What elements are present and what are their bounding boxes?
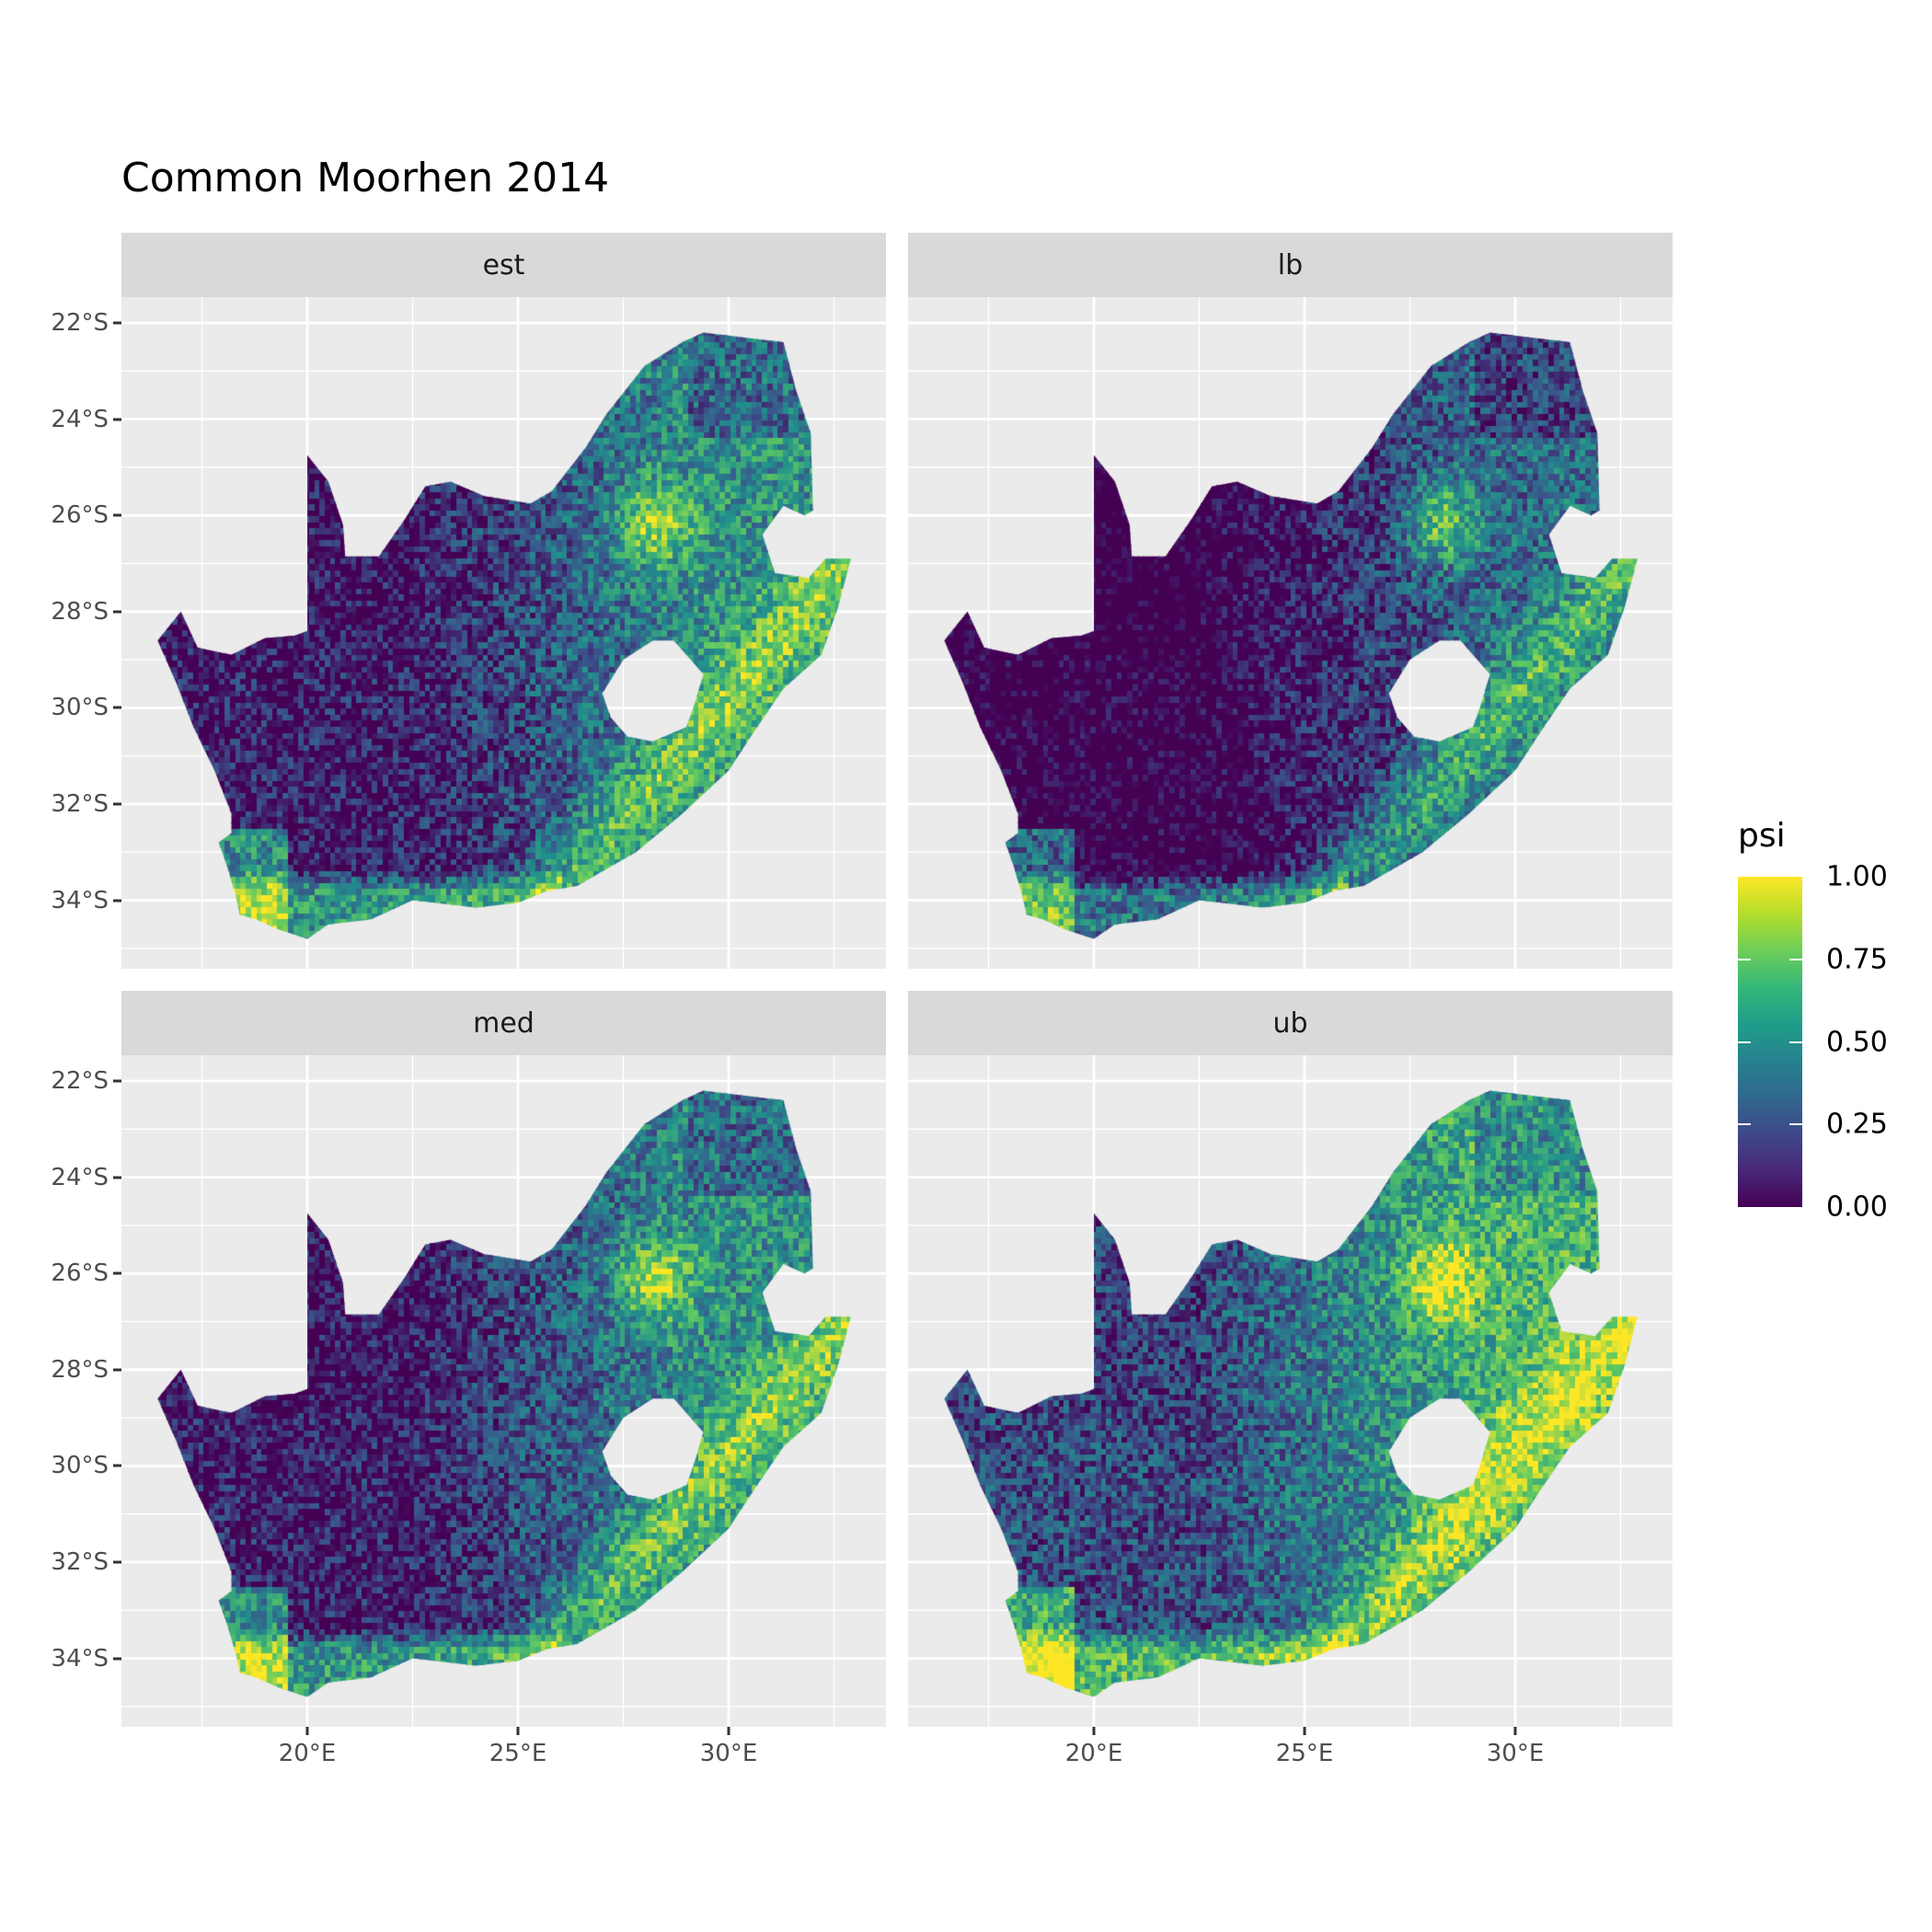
y-tick-label: 34°S [51,886,109,914]
legend-tick-mark [1738,958,1751,960]
facet-strip-lb: lb [908,233,1673,297]
facet-panel-lb [908,297,1673,969]
y-tick-label: 28°S [51,1355,109,1384]
y-tick-label: 32°S [51,790,109,818]
legend-tick-label: 1.00 [1826,860,1888,893]
x-tick-mark [1513,1727,1517,1735]
y-tick-mark [113,899,121,903]
x-tick-mark [1092,1727,1096,1735]
legend-tick-mark [1789,1041,1802,1043]
y-tick-mark [113,418,121,421]
legend-tick-mark [1789,1123,1802,1126]
y-tick-label: 22°S [51,1067,109,1095]
x-tick-label: 30°E [1486,1740,1545,1767]
x-tick-label: 20°E [278,1740,337,1767]
legend-tick-label: 0.75 [1826,943,1888,976]
legend-tick-mark [1738,1123,1751,1126]
y-tick-label: 30°S [51,694,109,722]
y-tick-mark [113,1464,121,1467]
y-tick-mark [113,802,121,806]
x-tick-mark [727,1727,730,1735]
y-tick-mark [113,1176,121,1179]
y-tick-label: 32°S [51,1548,109,1576]
y-tick-label: 26°S [51,1259,109,1288]
facet-strip-ub: ub [908,991,1673,1055]
y-tick-label: 26°S [51,501,109,530]
y-tick-mark [113,1368,121,1372]
occupancy-raster [908,297,1673,969]
occupancy-raster [121,1055,886,1727]
occupancy-raster [908,1055,1673,1727]
y-tick-mark [113,513,121,517]
x-tick-label: 20°E [1064,1740,1123,1767]
legend-title: psi [1738,817,1786,855]
x-tick-label: 25°E [1275,1740,1334,1767]
y-tick-label: 24°S [51,1163,109,1191]
legend-tick-label: 0.50 [1826,1026,1888,1058]
facet-strip-est: est [121,233,886,297]
facet-panel-med [121,1055,886,1727]
plot-title: Common Moorhen 2014 [121,155,610,201]
y-tick-mark [113,610,121,614]
legend-tick-label: 0.25 [1826,1108,1888,1141]
legend-tick-mark [1738,1041,1751,1043]
y-tick-label: 34°S [51,1644,109,1673]
y-tick-mark [113,321,121,325]
y-tick-label: 30°S [51,1452,109,1480]
x-tick-mark [516,1727,520,1735]
x-tick-mark [305,1727,309,1735]
facet-panel-ub [908,1055,1673,1727]
occupancy-raster [121,297,886,969]
y-tick-label: 24°S [51,405,109,433]
y-tick-mark [113,706,121,709]
legend-tick-label: 0.00 [1826,1190,1888,1224]
y-tick-mark [113,1079,121,1083]
y-tick-mark [113,1657,121,1661]
y-tick-mark [113,1271,121,1275]
y-tick-label: 22°S [51,309,109,337]
x-tick-label: 25°E [489,1740,547,1767]
legend-tick-mark [1789,958,1802,960]
facet-panel-est [121,297,886,969]
x-tick-mark [1303,1727,1306,1735]
y-tick-mark [113,1560,121,1564]
y-tick-label: 28°S [51,597,109,626]
facet-strip-med: med [121,991,886,1055]
x-tick-label: 30°E [699,1740,758,1767]
